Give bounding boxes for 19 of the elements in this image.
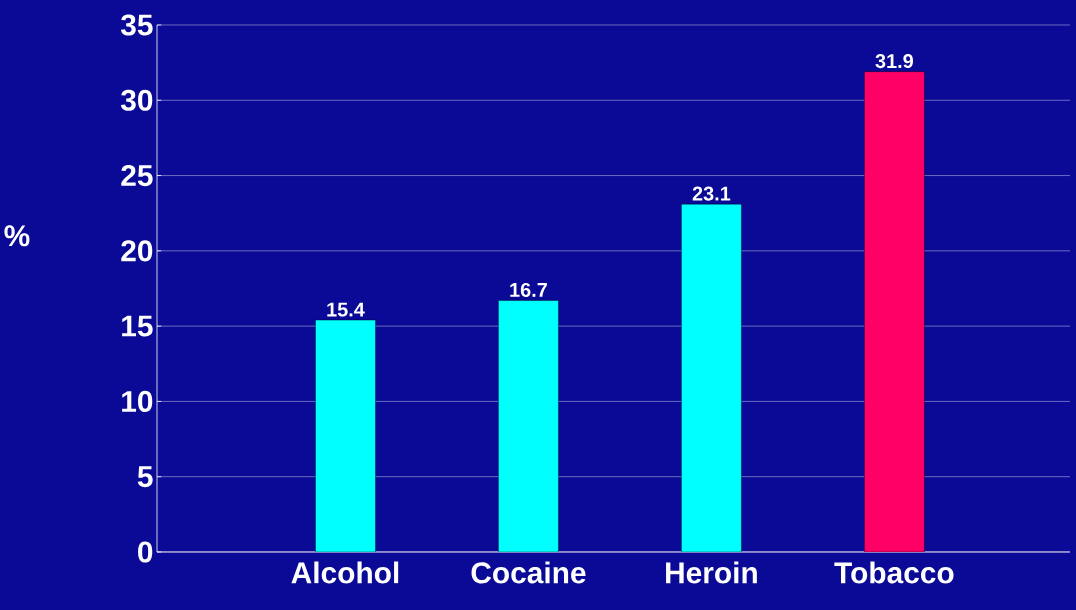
y-tick-label: 30 [120, 89, 153, 111]
y-tick-label: 25 [121, 164, 153, 187]
x-tick-label: Cocaine [471, 561, 586, 584]
y-tick-label: 5 [137, 466, 153, 488]
y-tick-label: 20 [121, 240, 153, 262]
x-tick-label: Heroin [666, 561, 757, 584]
y-tick-label: 0 [138, 541, 153, 563]
x-tick-label: Tobacco [834, 561, 954, 584]
data-label: 15.4 [327, 302, 365, 317]
y-axis-title: % [4, 225, 30, 247]
data-label: 31.9 [875, 54, 914, 69]
x-tick-label: Alcohol [291, 561, 399, 584]
bar [498, 300, 559, 552]
data-label: 16.7 [510, 282, 547, 297]
y-tick-label: 15 [122, 315, 153, 337]
bar [864, 71, 925, 552]
y-tick-label: 10 [122, 390, 153, 412]
data-label: 23.1 [692, 186, 731, 201]
y-tick-label: 35 [120, 14, 153, 36]
